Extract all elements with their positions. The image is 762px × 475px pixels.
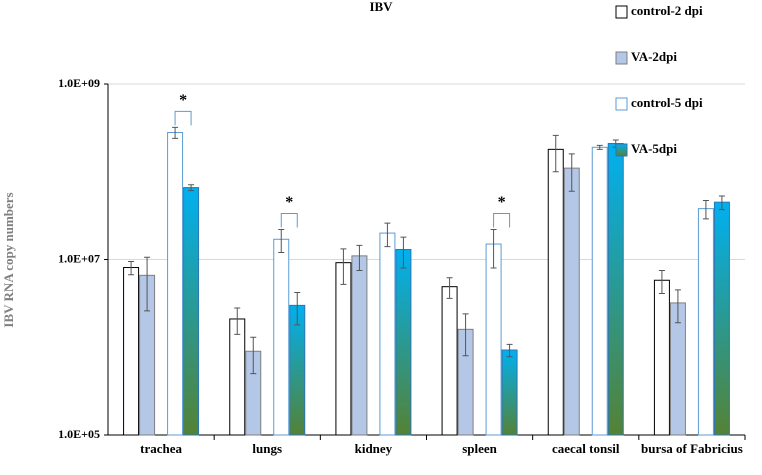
legend-label: control-2 dpi [631, 3, 703, 18]
bar [501, 349, 518, 436]
error-bar [490, 228, 497, 269]
bracket [174, 110, 192, 126]
error-bar [356, 244, 363, 271]
x-tick-label-box: kidney [354, 441, 393, 456]
y-tick-label: 1.0E+05 [58, 427, 100, 441]
bar [123, 267, 140, 436]
error-bar [250, 336, 257, 375]
bar [441, 286, 458, 436]
error-bar [400, 236, 407, 269]
error-bar [674, 289, 681, 324]
error-bar [144, 256, 151, 312]
legend-label: VA-2dpi [631, 49, 677, 64]
x-tick-label: spleen [462, 441, 497, 456]
x-tick-label: caecal tonsil [551, 441, 620, 456]
bar [485, 243, 502, 436]
error-bar [718, 195, 725, 211]
legend-swatch [615, 143, 628, 157]
bar [697, 208, 714, 436]
bar [351, 255, 368, 436]
bar [563, 167, 580, 436]
bracket [280, 212, 298, 228]
x-tick-label: lungs [252, 441, 283, 456]
error-bar [506, 343, 513, 358]
x-tick-label-box: caecal tonsil [551, 441, 620, 456]
y-axis-label: IBV RNA copy numbers [1, 192, 16, 327]
error-bar [658, 269, 665, 294]
bar [591, 146, 608, 436]
error-bar [384, 222, 391, 248]
error-bar [172, 126, 179, 139]
error-bar [552, 134, 559, 173]
x-tick-label-box: spleen [462, 441, 497, 456]
x-tick-label-box: lungs [252, 441, 283, 456]
bar [547, 148, 564, 436]
bar [273, 238, 290, 436]
error-bar [278, 228, 285, 254]
chart-title: IBV [369, 0, 393, 14]
y-tick-label: 1.0E+09 [58, 76, 100, 90]
error-bar [128, 260, 135, 276]
x-tick-label: trachea [140, 441, 183, 456]
x-tick-label: kidney [354, 441, 393, 456]
error-bar [340, 248, 347, 285]
bar [335, 262, 352, 436]
x-tick-label-box: bursa of Fabricius [640, 441, 743, 456]
x-tick-label: bursa of Fabricius [640, 441, 743, 456]
error-bar [294, 292, 301, 326]
legend-swatch [615, 5, 628, 19]
bar [183, 187, 200, 436]
bar [167, 132, 184, 436]
annotation: * [179, 92, 187, 109]
bar [229, 318, 246, 436]
error-bar [234, 307, 241, 335]
bar [607, 142, 624, 436]
annotation: * [498, 194, 506, 211]
legend-label: control-5 dpi [631, 95, 703, 110]
legend-swatch [615, 51, 628, 65]
bracket [493, 212, 511, 228]
bar [395, 249, 412, 436]
legend-label: VA-5dpi [631, 141, 677, 156]
error-bar [568, 153, 575, 192]
error-bar [188, 184, 195, 192]
error-bar [596, 144, 603, 150]
annotation: * [285, 194, 293, 211]
bar [379, 232, 396, 436]
error-bar [702, 200, 709, 220]
bar [653, 279, 670, 436]
error-bar [462, 313, 469, 357]
x-tick-label-box: trachea [140, 441, 183, 456]
error-bar [446, 277, 453, 299]
bar [713, 201, 730, 436]
legend-swatch [615, 97, 628, 111]
y-tick-label: 1.0E+07 [58, 251, 100, 265]
